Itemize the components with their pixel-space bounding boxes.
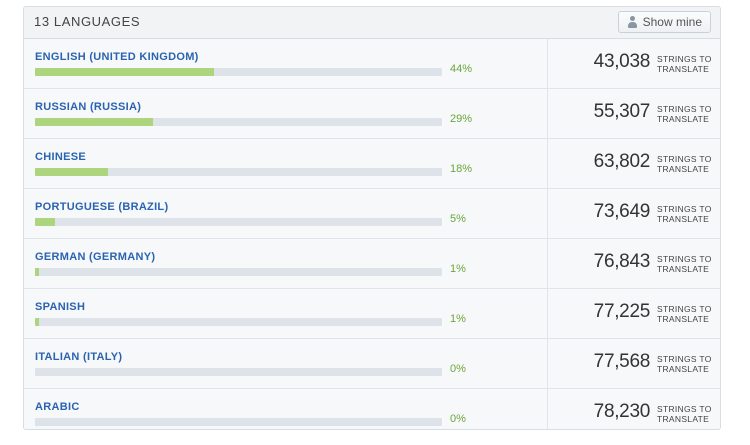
strings-count-label-line2: TRANSLATE: [657, 114, 710, 124]
strings-count: 43,038: [593, 51, 651, 72]
strings-count-cell: 43,038 STRINGS TO TRANSLATE: [547, 39, 720, 88]
strings-count-label: STRINGS TO TRANSLATE: [657, 54, 717, 74]
strings-count: 77,568: [593, 351, 651, 372]
language-row: CHINESE 18% 63,802 STRINGS TO TRANSLATE: [24, 139, 720, 189]
user-icon: [627, 16, 638, 28]
progress-percent: 0%: [450, 413, 466, 425]
progress-bar: [35, 418, 442, 426]
language-row: PORTUGUESE (BRAZIL) 5% 73,649 STRINGS TO…: [24, 189, 720, 239]
progress-percent: 0%: [450, 363, 466, 375]
progress-bar: [35, 318, 442, 326]
language-name-link[interactable]: SPANISH: [35, 301, 86, 313]
language-row: ITALIAN (ITALY) 0% 77,568 STRINGS TO TRA…: [24, 339, 720, 389]
strings-count-label: STRINGS TO TRANSLATE: [657, 304, 717, 324]
language-list: ENGLISH (UNITED KINGDOM) 44% 43,038 STRI…: [24, 39, 720, 429]
strings-count-label-line1: STRINGS TO: [657, 204, 712, 214]
progress-bar: [35, 368, 442, 376]
strings-count-label-line1: STRINGS TO: [657, 154, 712, 164]
progress-percent: 5%: [450, 213, 466, 225]
strings-count-label-line1: STRINGS TO: [657, 254, 712, 264]
strings-count-cell: 77,225 STRINGS TO TRANSLATE: [547, 289, 720, 338]
progress-bar: [35, 168, 442, 176]
show-mine-label: Show mine: [642, 15, 702, 29]
strings-count-label: STRINGS TO TRANSLATE: [657, 154, 717, 174]
strings-count-label-line2: TRANSLATE: [657, 164, 710, 174]
progress-bar: [35, 68, 442, 76]
progress-bar-fill: [35, 68, 215, 76]
strings-count-label-line2: TRANSLATE: [657, 314, 710, 324]
progress-percent: 18%: [450, 163, 473, 175]
language-name-link[interactable]: CHINESE: [35, 151, 86, 163]
progress-bar: [35, 268, 442, 276]
strings-count: 76,843: [593, 251, 651, 272]
progress-bar: [35, 218, 442, 226]
progress-bar-fill: [35, 168, 109, 176]
strings-count-label-line1: STRINGS TO: [657, 104, 712, 114]
progress-bar-fill: [35, 118, 154, 126]
show-mine-button[interactable]: Show mine: [617, 11, 711, 33]
strings-count-label-line2: TRANSLATE: [657, 64, 710, 74]
language-row: RUSSIAN (RUSSIA) 29% 55,307 STRINGS TO T…: [24, 89, 720, 139]
strings-count: 63,802: [593, 151, 651, 172]
strings-count-label-line1: STRINGS TO: [657, 54, 712, 64]
progress-bar: [35, 118, 442, 126]
strings-count-label-line1: STRINGS TO: [657, 304, 712, 314]
language-name-link[interactable]: RUSSIAN (RUSSIA): [35, 101, 142, 113]
languages-panel: 13 LANGUAGES Show mine ENGLISH (UNITED K…: [23, 6, 721, 430]
strings-count: 73,649: [593, 201, 651, 222]
language-name-link[interactable]: ARABIC: [35, 401, 80, 413]
strings-count-cell: 78,230 STRINGS TO TRANSLATE: [547, 389, 720, 429]
progress-percent: 1%: [450, 313, 466, 325]
languages-count-title: 13 LANGUAGES: [34, 14, 141, 29]
progress-percent: 29%: [450, 113, 473, 125]
strings-count-label: STRINGS TO TRANSLATE: [657, 204, 717, 224]
strings-count-cell: 63,802 STRINGS TO TRANSLATE: [547, 139, 720, 188]
strings-count-cell: 77,568 STRINGS TO TRANSLATE: [547, 339, 720, 388]
strings-count-label-line2: TRANSLATE: [657, 264, 710, 274]
strings-count-label-line1: STRINGS TO: [657, 404, 712, 414]
language-name-link[interactable]: ITALIAN (ITALY): [35, 351, 123, 363]
strings-count-cell: 76,843 STRINGS TO TRANSLATE: [547, 239, 720, 288]
progress-bar-fill: [35, 218, 56, 226]
strings-count-label: STRINGS TO TRANSLATE: [657, 354, 717, 374]
progress-bar-fill: [35, 318, 40, 326]
strings-count-label-line2: TRANSLATE: [657, 414, 710, 424]
language-row: SPANISH 1% 77,225 STRINGS TO TRANSLATE: [24, 289, 720, 339]
progress-percent: 44%: [450, 63, 473, 75]
strings-count-label-line2: TRANSLATE: [657, 214, 710, 224]
language-row: ARABIC 0% 78,230 STRINGS TO TRANSLATE: [24, 389, 720, 429]
language-name-link[interactable]: PORTUGUESE (BRAZIL): [35, 201, 169, 213]
language-row: ENGLISH (UNITED KINGDOM) 44% 43,038 STRI…: [24, 39, 720, 89]
strings-count-cell: 73,649 STRINGS TO TRANSLATE: [547, 189, 720, 238]
progress-percent: 1%: [450, 263, 466, 275]
strings-count-label: STRINGS TO TRANSLATE: [657, 404, 717, 424]
language-row: GERMAN (GERMANY) 1% 76,843 STRINGS TO TR…: [24, 239, 720, 289]
strings-count-label-line2: TRANSLATE: [657, 364, 710, 374]
strings-count: 78,230: [593, 401, 651, 422]
strings-count: 77,225: [593, 301, 651, 322]
strings-count-label: STRINGS TO TRANSLATE: [657, 104, 717, 124]
language-name-link[interactable]: ENGLISH (UNITED KINGDOM): [35, 51, 199, 63]
language-name-link[interactable]: GERMAN (GERMANY): [35, 251, 156, 263]
strings-count-label: STRINGS TO TRANSLATE: [657, 254, 717, 274]
strings-count: 55,307: [593, 101, 651, 122]
strings-count-cell: 55,307 STRINGS TO TRANSLATE: [547, 89, 720, 138]
strings-count-label-line1: STRINGS TO: [657, 354, 712, 364]
progress-bar-fill: [35, 268, 40, 276]
panel-header: 13 LANGUAGES Show mine: [24, 7, 720, 39]
